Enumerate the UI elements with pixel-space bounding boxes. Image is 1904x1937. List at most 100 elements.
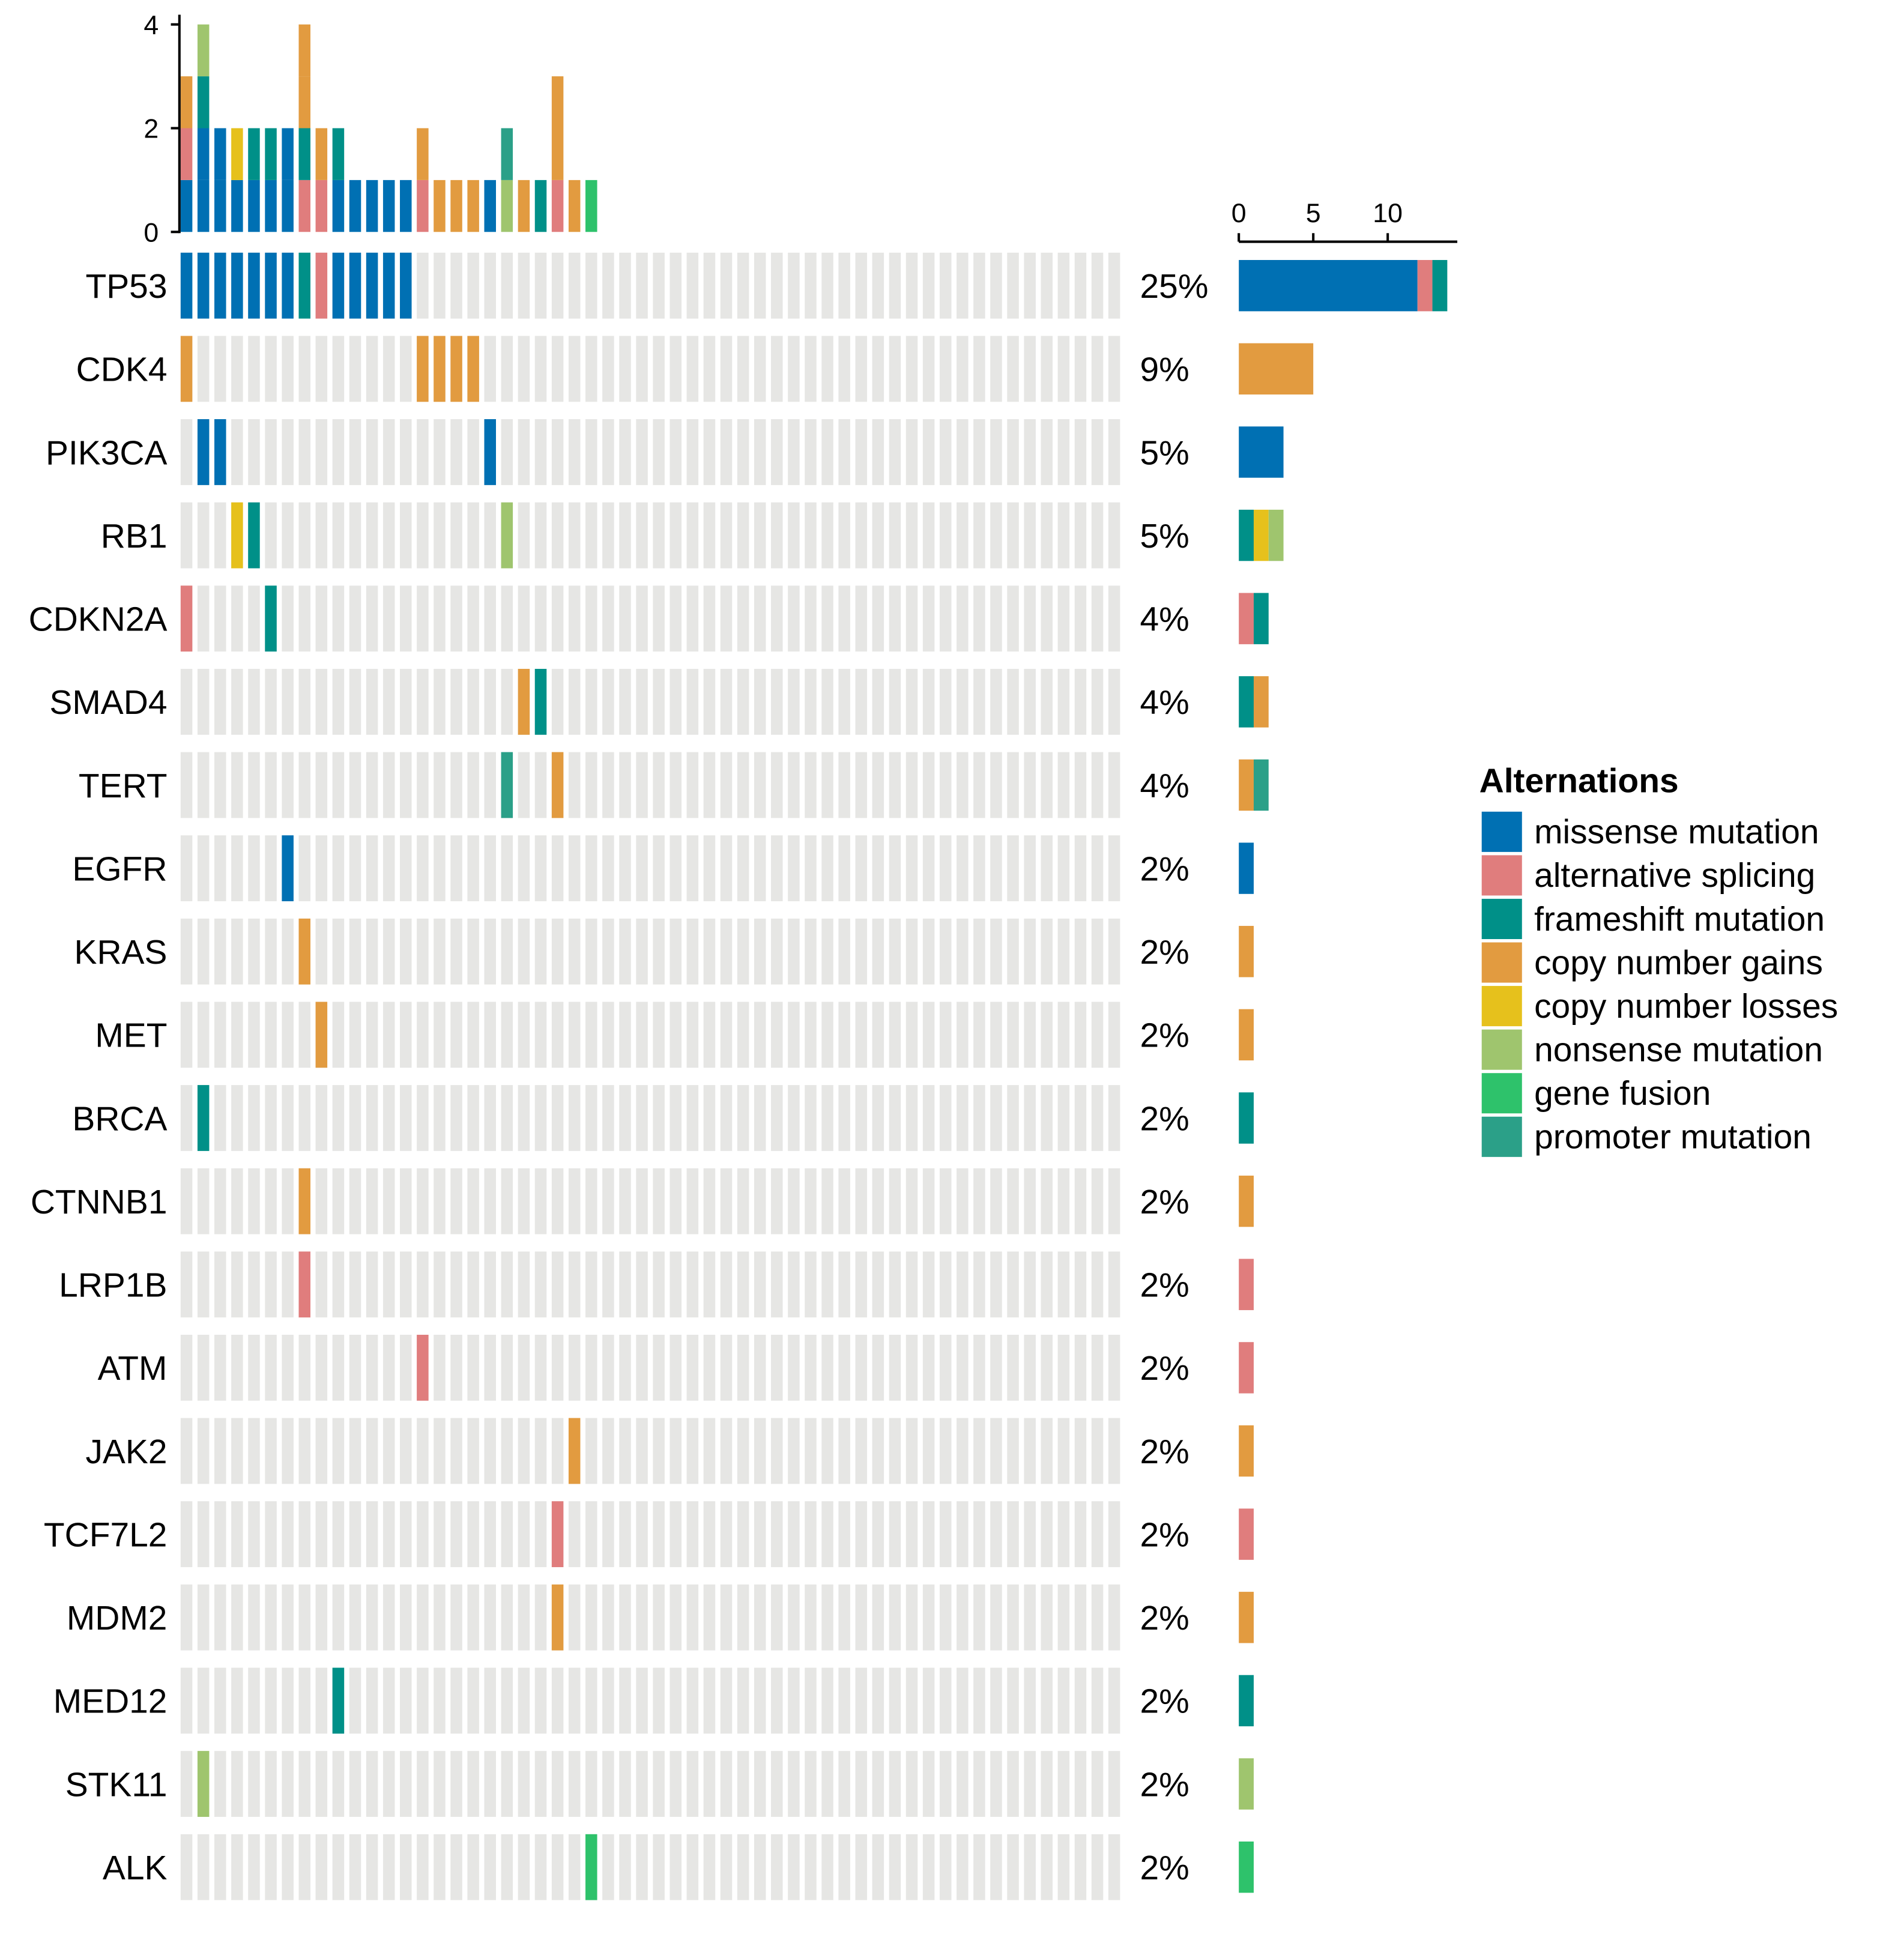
empty-cell: [720, 1168, 733, 1234]
sample-bar-segment-missense: [282, 180, 294, 232]
empty-cell: [872, 1751, 884, 1817]
top-sample-barplot: [180, 24, 597, 232]
empty-cell: [838, 1501, 850, 1568]
empty-cell: [1108, 585, 1120, 652]
empty-cell: [703, 1667, 716, 1734]
empty-cell: [720, 1418, 733, 1484]
empty-cell: [653, 1002, 665, 1068]
empty-cell: [484, 918, 497, 985]
empty-cell: [805, 1168, 817, 1234]
empty-cell: [855, 1002, 868, 1068]
empty-cell: [872, 419, 884, 485]
empty-cell: [484, 752, 497, 818]
empty-cell: [265, 336, 277, 402]
empty-cell: [703, 835, 716, 901]
empty-cell: [957, 1418, 969, 1484]
empty-cell: [973, 1002, 985, 1068]
empty-cell: [382, 752, 395, 818]
empty-cell: [1041, 1834, 1053, 1900]
empty-cell: [214, 1751, 226, 1817]
empty-cell: [653, 668, 665, 735]
empty-cell: [534, 1002, 547, 1068]
empty-cell: [990, 1751, 1002, 1817]
empty-cell: [889, 1251, 901, 1318]
empty-cell: [1024, 419, 1036, 485]
empty-cell: [669, 1418, 682, 1484]
empty-cell: [518, 1418, 530, 1484]
empty-cell: [518, 1501, 530, 1568]
empty-cell: [957, 918, 969, 985]
sample-bar-segment-fusion: [585, 180, 597, 232]
empty-cell: [957, 502, 969, 569]
alteration-cell-missense: [382, 252, 395, 319]
empty-cell: [214, 336, 226, 402]
empty-cell: [872, 252, 884, 319]
empty-cell: [501, 1418, 513, 1484]
empty-cell: [737, 1501, 749, 1568]
empty-cell: [669, 336, 682, 402]
empty-cell: [501, 336, 513, 402]
empty-cell: [922, 419, 935, 485]
empty-cell: [1108, 835, 1120, 901]
empty-cell: [939, 668, 952, 735]
empty-cell: [686, 1751, 699, 1817]
empty-cell: [805, 835, 817, 901]
empty-cell: [1057, 1751, 1070, 1817]
empty-cell: [434, 918, 446, 985]
empty-cell: [1024, 1667, 1036, 1734]
empty-cell: [1074, 1335, 1087, 1401]
gene-label: MED12: [53, 1682, 168, 1721]
empty-cell: [282, 336, 294, 402]
empty-cell: [922, 752, 935, 818]
empty-cell: [180, 1085, 193, 1151]
empty-cell: [315, 835, 328, 901]
empty-cell: [602, 252, 614, 319]
empty-cell: [669, 835, 682, 901]
empty-cell: [568, 835, 581, 901]
empty-cell: [838, 835, 850, 901]
empty-cell: [349, 419, 361, 485]
empty-cell: [231, 585, 243, 652]
empty-cell: [1024, 252, 1036, 319]
gene-bar-segment-frameshift: [1432, 260, 1448, 312]
empty-cell: [636, 1501, 648, 1568]
empty-cell: [905, 419, 918, 485]
empty-cell: [1057, 502, 1070, 569]
empty-cell: [1091, 1335, 1104, 1401]
empty-cell: [1091, 835, 1104, 901]
empty-cell: [905, 1501, 918, 1568]
empty-cell: [282, 1834, 294, 1900]
percent-label: 2%: [1140, 1765, 1189, 1804]
empty-cell: [838, 585, 850, 652]
empty-cell: [754, 1251, 766, 1318]
empty-cell: [720, 1335, 733, 1401]
empty-cell: [636, 1251, 648, 1318]
empty-cell: [501, 1584, 513, 1651]
empty-cell: [518, 1002, 530, 1068]
empty-cell: [349, 502, 361, 569]
empty-cell: [686, 1418, 699, 1484]
empty-cell: [703, 918, 716, 985]
gene-bar-segment-splicing: [1239, 1259, 1254, 1310]
empty-cell: [315, 336, 328, 402]
empty-cell: [821, 918, 833, 985]
empty-cell: [214, 1834, 226, 1900]
legend-label: gene fusion: [1534, 1074, 1711, 1113]
empty-cell: [332, 502, 345, 569]
percent-label: 2%: [1140, 1017, 1189, 1055]
empty-cell: [922, 585, 935, 652]
empty-cell: [905, 1251, 918, 1318]
empty-cell: [754, 336, 766, 402]
empty-cell: [1024, 1335, 1036, 1401]
empty-cell: [366, 1002, 378, 1068]
empty-cell: [417, 585, 429, 652]
empty-cell: [619, 502, 631, 569]
empty-cell: [417, 1501, 429, 1568]
empty-cell: [771, 419, 783, 485]
sample-bar-segment-missense: [231, 180, 243, 232]
empty-cell: [518, 1168, 530, 1234]
empty-cell: [484, 1834, 497, 1900]
empty-cell: [265, 1418, 277, 1484]
empty-cell: [720, 502, 733, 569]
empty-cell: [838, 252, 850, 319]
